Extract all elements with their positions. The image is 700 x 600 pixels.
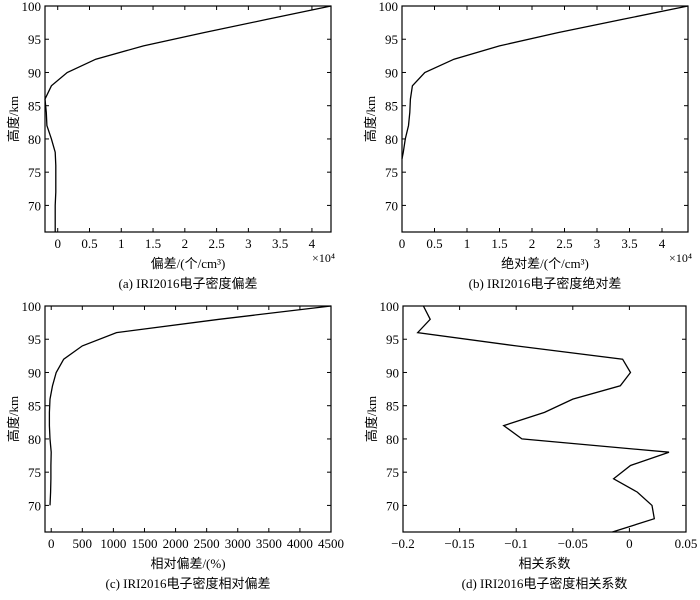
y-tick-label: 90 <box>385 65 398 80</box>
y-tick-label: 100 <box>380 299 400 314</box>
x-tick-label: 3 <box>594 236 601 251</box>
subplot-d: −0.2 −0.15 −0.1 −0.05 0 0.05 70 75 80 85 90 95 100 相关… <box>364 299 697 591</box>
subplot-c: 0 500 1000 1500 2000 2500 3000 3500 4000 4500 70 75… <box>6 299 344 591</box>
x-tick-label: 2.5 <box>556 236 572 251</box>
x-tick-label: 1.5 <box>491 236 507 251</box>
subplot-caption: (d) IRI2016电子密度相关系数 <box>462 576 628 591</box>
x-tick-label: −0.2 <box>391 536 415 551</box>
x-tick-label: 3.5 <box>621 236 637 251</box>
x-tick-label: −0.1 <box>504 536 528 551</box>
series-line <box>44 5 332 232</box>
x-tick-label: 4 <box>659 236 666 251</box>
x-tick-label: 0.5 <box>81 236 97 251</box>
axes-frame <box>44 305 332 533</box>
y-tick-label: 95 <box>28 32 41 47</box>
series-line <box>401 5 689 160</box>
x-tick-label: 1000 <box>100 536 126 551</box>
y-tick-label: 70 <box>28 498 41 513</box>
x-tick-label: 0 <box>399 236 406 251</box>
y-tick-label: 85 <box>386 399 399 414</box>
y-tick-label: 90 <box>28 65 41 80</box>
subplot-a: 0 0.5 1 1.5 2 2.5 3 3.5 4 70 75 80 85 90 95 100 ×10⁴ 偏差/(… <box>6 0 335 291</box>
y-tick-label: 75 <box>386 465 399 480</box>
axes-frame <box>402 305 687 533</box>
x-tick-label: 1500 <box>131 536 157 551</box>
y-tick-label: 85 <box>28 99 41 114</box>
y-axis-label: 高度/km <box>364 396 379 442</box>
y-tick-label: 90 <box>28 365 41 380</box>
series-line <box>416 305 670 533</box>
x-tick-label: −0.15 <box>445 536 475 551</box>
y-tick-label: 80 <box>385 132 398 147</box>
y-tick-label: 75 <box>28 165 41 180</box>
y-tick-label: 85 <box>385 99 398 114</box>
x-tick-label: 0 <box>54 236 61 251</box>
x-tick-label: 1 <box>118 236 125 251</box>
x-tick-label: 2 <box>529 236 536 251</box>
x-tick-label: 3500 <box>256 536 282 551</box>
subplot-caption: (a) IRI2016电子密度偏差 <box>118 276 257 291</box>
y-tick-label: 75 <box>28 465 41 480</box>
x-tick-label: 3.5 <box>272 236 288 251</box>
x-tick-label: 4000 <box>287 536 313 551</box>
x-tick-label: 0.05 <box>675 536 698 551</box>
x-tick-label: 4500 <box>318 536 344 551</box>
axes-frame <box>44 5 332 233</box>
y-tick-label: 95 <box>386 332 399 347</box>
subplot-caption: (b) IRI2016电子密度绝对差 <box>469 276 622 291</box>
x-tick-label: 3000 <box>225 536 251 551</box>
x-multiplier: ×10⁴ <box>312 251 335 265</box>
subplot-b: 0 0.5 1 1.5 2 2.5 3 3.5 4 70 75 80 85 90 95 100 ×10⁴ 绝对差/… <box>363 0 692 291</box>
x-tick-label: 2.5 <box>208 236 224 251</box>
y-tick-label: 75 <box>385 165 398 180</box>
series-line <box>48 305 332 506</box>
x-axis-label: 相对偏差/(%) <box>150 556 225 571</box>
x-axis-label: 绝对差/(个/cm³) <box>501 256 589 271</box>
x-tick-label: 4 <box>309 236 316 251</box>
y-tick-label: 70 <box>385 198 398 213</box>
x-tick-label: 0 <box>626 536 633 551</box>
x-tick-label: −0.05 <box>558 536 588 551</box>
x-axis-label: 偏差/(个/cm³) <box>151 256 226 271</box>
axes-frame <box>401 5 689 233</box>
x-tick-label: 500 <box>73 536 93 551</box>
x-tick-label: 1.5 <box>145 236 161 251</box>
x-tick-label: 2000 <box>163 536 189 551</box>
y-tick-label: 80 <box>386 432 399 447</box>
x-axis-label: 相关系数 <box>518 556 570 571</box>
y-tick-label: 100 <box>22 0 42 14</box>
x-multiplier: ×10⁴ <box>669 251 692 265</box>
x-tick-label: 2 <box>182 236 189 251</box>
y-tick-label: 100 <box>379 0 399 14</box>
x-tick-label: 0.5 <box>426 236 442 251</box>
y-axis-label: 高度/km <box>6 396 21 442</box>
subplot-caption: (c) IRI2016电子密度相对偏差 <box>105 576 270 591</box>
x-tick-label: 0 <box>48 536 55 551</box>
y-tick-label: 95 <box>385 32 398 47</box>
y-axis-label: 高度/km <box>363 96 378 142</box>
y-tick-label: 90 <box>386 365 399 380</box>
y-tick-label: 70 <box>28 198 41 213</box>
y-tick-label: 85 <box>28 399 41 414</box>
y-tick-label: 70 <box>386 498 399 513</box>
y-tick-label: 100 <box>22 299 42 314</box>
y-tick-label: 80 <box>28 432 41 447</box>
y-axis-label: 高度/km <box>6 96 21 142</box>
y-tick-label: 80 <box>28 132 41 147</box>
x-tick-label: 2500 <box>194 536 220 551</box>
y-tick-label: 95 <box>28 332 41 347</box>
x-tick-label: 3 <box>245 236 252 251</box>
x-tick-label: 1 <box>464 236 471 251</box>
